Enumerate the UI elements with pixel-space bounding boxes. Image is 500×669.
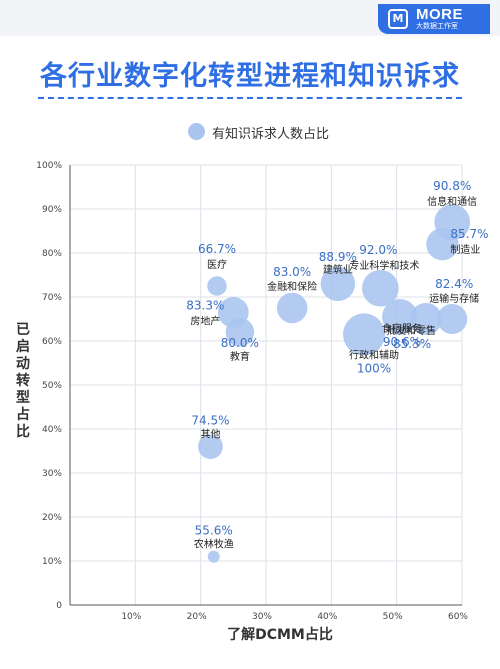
bubble-point — [426, 228, 459, 261]
bubble-point — [320, 266, 356, 302]
y-tick-label: 10% — [42, 557, 62, 567]
y-tick-label: 40% — [42, 425, 62, 435]
bubble-point — [410, 302, 443, 336]
bubble-value-label: 55.6% — [195, 524, 233, 538]
y-tick-label: 60% — [42, 337, 62, 347]
bubble-point — [276, 292, 308, 324]
y-tick-label: 90% — [42, 205, 62, 215]
x-tick-label: 30% — [252, 612, 272, 622]
legend-label: 有知识诉求人数占比 — [212, 127, 330, 142]
y-tick-label: 0 — [56, 601, 62, 611]
bubble-value-label: 83.0% — [273, 265, 311, 279]
logo-word: MORE — [416, 6, 463, 23]
bubble-category-label: 其他 — [200, 428, 220, 441]
y-tick-label: 70% — [42, 293, 62, 303]
bubble-category-label: 金融和保险 — [267, 280, 317, 293]
y-axis-label: 已启动转型占比 — [16, 322, 30, 440]
bubble-point — [225, 317, 255, 347]
bubble-point — [343, 313, 385, 356]
x-tick-label: 10% — [121, 612, 141, 622]
bubble-category-label: 批发和零售 — [386, 324, 436, 337]
bubble-value-label: 85.7% — [450, 227, 488, 241]
bubble-category-label: 运输与存储 — [429, 292, 479, 305]
bubble-point — [207, 276, 227, 296]
bubble-point — [382, 298, 418, 335]
legend-marker — [188, 123, 205, 140]
bubble-point — [362, 269, 399, 307]
bubble-point — [437, 303, 468, 335]
bubble-category-label: 建筑业 — [323, 263, 353, 276]
bubble-category-label: 食宿服务 — [382, 322, 422, 335]
bubble-value-label: 66.7% — [198, 242, 236, 256]
bubble-value-label: 85.3% — [393, 337, 431, 351]
x-tick-label: 50% — [383, 612, 403, 622]
bubble-category-label: 制造业 — [450, 243, 480, 256]
brand-logo: M MORE 大数据工作室 — [378, 4, 490, 34]
bubble-category-label: 专业科学和技术 — [349, 259, 419, 272]
bubble-category-label: 教育 — [230, 350, 250, 363]
title-divider — [38, 97, 462, 99]
bubble-category-label: 行政和辅助 — [349, 348, 399, 361]
y-tick-label: 30% — [42, 469, 62, 479]
page-title: 各行业数字化转型进程和知识诉求 — [40, 61, 460, 92]
bubble-point — [198, 434, 223, 459]
y-tick-label: 80% — [42, 249, 62, 259]
bubble-value-label: 100% — [357, 361, 391, 375]
bubble-value-label: 83.3% — [186, 298, 224, 312]
bubble-category-label: 医疗 — [207, 258, 227, 271]
y-tick-label: 50% — [42, 381, 62, 391]
logo-mark-icon: M — [388, 9, 408, 29]
y-tick-label: 20% — [42, 513, 62, 523]
x-tick-label: 40% — [317, 612, 337, 622]
bubble-category-label: 农林牧渔 — [194, 538, 234, 551]
bubble-point — [207, 550, 220, 563]
bubble-category-label: 信息和通信 — [427, 195, 477, 208]
bubble-value-label: 90.8% — [433, 179, 471, 193]
bubble-value-label: 82.4% — [435, 277, 473, 291]
x-tick-label: 60% — [448, 612, 468, 622]
y-tick-label: 100% — [36, 161, 62, 171]
x-tick-label: 20% — [187, 612, 207, 622]
bubble-category-label: 房地产 — [190, 314, 220, 327]
bubble-value-label: 80.0% — [221, 336, 259, 350]
bubble-value-label: 88.9% — [319, 250, 357, 264]
x-axis-label: 了解DCMM占比 — [227, 627, 333, 643]
bubble-value-label: 74.5% — [191, 414, 229, 428]
bubble-value-label: 92.0% — [359, 243, 397, 257]
logo-subtitle: 大数据工作室 — [416, 22, 458, 30]
bubble-value-label: 90.6% — [383, 335, 421, 349]
